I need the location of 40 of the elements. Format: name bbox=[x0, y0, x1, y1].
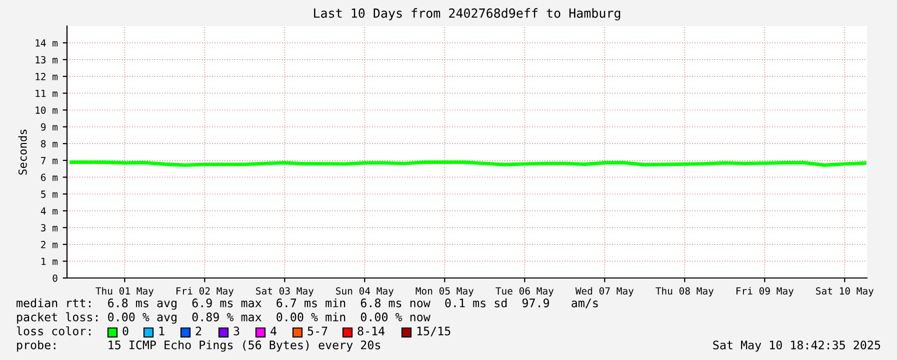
y-tick-label: 14 m bbox=[36, 39, 58, 47]
y-tick-label: 1 m bbox=[42, 258, 58, 265]
text: 3 bbox=[234, 326, 240, 336]
y-tick-label: 9 m bbox=[41, 123, 58, 131]
y-tick-label: 4 m bbox=[40, 207, 58, 215]
x-tick-label: Fri 09 May bbox=[736, 287, 794, 296]
text: 0 bbox=[122, 326, 128, 336]
y-tick-label: 3 m bbox=[41, 224, 58, 232]
text: 5-7 bbox=[308, 326, 328, 336]
y-tick-label: 6 m bbox=[41, 174, 58, 182]
text: 4 bbox=[270, 326, 276, 336]
x-tick-label: Fri 02 May bbox=[176, 287, 234, 296]
y-tick-label: 13 m bbox=[36, 56, 58, 64]
text: 8-14 bbox=[358, 326, 385, 336]
text: loss color: bbox=[16, 326, 90, 336]
y-tick-label: 0 bbox=[52, 274, 58, 282]
y-tick-label: 10 m bbox=[36, 106, 58, 114]
chart-title: Last 10 Days from 2402768d9eff to Hamburg bbox=[314, 8, 620, 20]
text: 1 bbox=[159, 326, 164, 336]
y-tick-label: 11 m bbox=[36, 90, 58, 97]
text: probe: 15 ICMP Echo Pings (56 Bytes) every 20s bbox=[17, 340, 380, 352]
y-tick-label: 7 m bbox=[41, 157, 58, 164]
text: Sat May 10 18:42:35 2025 bbox=[713, 340, 880, 352]
x-tick-label: Sat 03 May bbox=[256, 287, 314, 296]
text: 2 bbox=[196, 326, 202, 336]
y-tick-label: 5 m bbox=[41, 190, 58, 198]
x-tick-label: Wed 07 May bbox=[575, 287, 634, 296]
y-tick-label: 8 m bbox=[41, 140, 58, 148]
x-tick-label: Thu 08 May bbox=[656, 287, 714, 296]
y-tick-label: 2 m bbox=[41, 240, 58, 248]
x-tick-label: Thu 01 May bbox=[96, 287, 154, 296]
x-tick-label: Sun 04 May bbox=[336, 287, 394, 296]
text: median rtt: 6.8 ms avg 6.9 ms max 6.7 ms min 6.8 ms now 0.1 ms sd 97.9 am/s bbox=[16, 298, 598, 310]
text: packet loss: 0.00 % avg 0.89 % max 0.00 % min 0.00 % now bbox=[17, 312, 430, 324]
x-tick-label: Sat 10 May bbox=[816, 287, 874, 296]
y-tick-label: 12 m bbox=[36, 72, 58, 80]
x-tick-label: Tue 06 May bbox=[496, 287, 554, 296]
x-tick-label: Mon 05 May bbox=[416, 287, 474, 296]
text: 15/15 bbox=[417, 326, 450, 336]
y-axis-title: Seconds bbox=[18, 130, 27, 175]
